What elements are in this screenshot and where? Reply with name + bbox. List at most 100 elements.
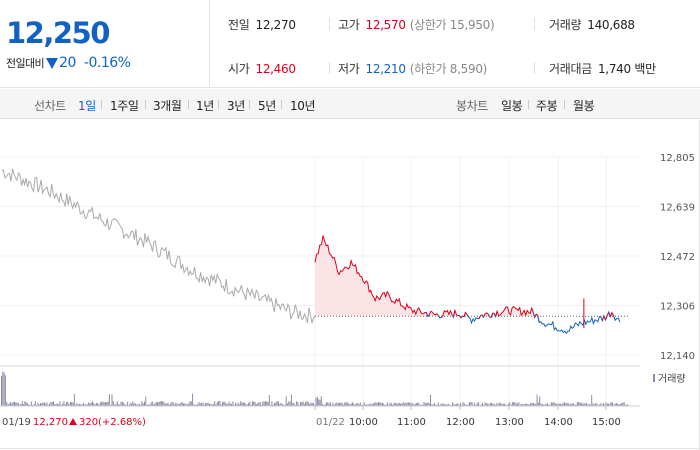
volume-bar [540,403,542,406]
volume-bar [190,401,192,406]
line-chart-label: 선차트 [34,99,66,113]
volume-bar [90,402,92,406]
volume-bar [229,403,231,406]
volume-bar [300,401,301,406]
volume-bar [432,404,434,406]
volume-bar [285,396,287,406]
volume-bar [599,404,600,406]
volume-bar [457,403,459,406]
volume-bar [445,404,447,406]
candle-weekly[interactable]: 주봉 [536,99,558,113]
volume-bar [498,402,500,406]
volume-bar [147,404,149,406]
volume-bar [550,402,552,406]
volume-bar [397,403,399,406]
volume-bar [149,404,151,406]
change-row: 전일대비 20 -0.16% [6,55,131,71]
series-line-down [466,314,481,325]
volume-bar [249,401,251,406]
volume-bar [120,401,122,406]
volume-bar [328,403,330,406]
period-1w[interactable]: 1주일 [110,99,139,113]
volume-bar [212,404,214,406]
volume-bar [571,403,573,406]
volume-bar [133,402,135,406]
volume-bar [121,401,123,406]
volume-bar [1,375,2,406]
volume-bar [108,394,110,406]
volume-bar [193,404,195,406]
volume-bar [335,403,337,406]
volume-bar [36,404,38,406]
volume-bar [251,401,253,406]
series-line-up [427,310,441,319]
volume-bar [263,401,265,406]
volume-bar [423,402,425,406]
change-rate: -0.16% [83,55,131,71]
volume-bar [500,403,502,406]
volume-bar [168,404,170,406]
volume-bar [151,401,153,406]
period-3y[interactable]: 3년 [227,99,245,113]
volume-bar [237,402,239,406]
period-1d[interactable]: 1일 [78,99,96,113]
volume-bar [396,403,398,406]
volume-bar [363,402,365,406]
volume-bar [238,404,240,406]
volume-bar [88,402,90,406]
volume-bar [75,404,77,406]
volume-bar [3,372,5,406]
price-chart[interactable]: 12,805 12,639 12,472 12,306 12,140 01/22 10:0… [0,120,700,450]
volume-bar [578,402,580,406]
candle-daily[interactable]: 일봉 [501,99,523,113]
series-line-prev-day [1,168,316,324]
period-10y[interactable]: 10년 [290,99,316,113]
volume-bar [440,404,442,406]
volume-bar [419,404,421,406]
volume-bar [20,404,22,406]
volume-bar [352,402,353,406]
x-tick-label: 10:00 [349,417,378,428]
volume-bar [492,404,494,406]
volume-bar [42,402,44,406]
volume-bar [431,404,433,406]
amount-value: 1,740 백만 [597,62,656,76]
chart-bottom-border [0,448,700,449]
volume-bar [466,404,468,406]
volume-bar [287,403,288,406]
volume-bar [329,402,331,406]
volume-bar [517,403,519,406]
volume-bar [216,402,218,406]
volume-bar [596,403,598,406]
volume-bar [336,402,338,406]
prev-day-close: 12,270 [33,417,68,428]
volume-bar [186,404,188,406]
volume-bar [305,402,307,406]
x-axis-ticks: 01/22 10:00 11:00 12:00 13:00 14:00 15:00 [314,406,621,428]
volume-bar [274,402,275,406]
volume-bar [531,403,533,406]
volume-bar [372,403,374,406]
volume-bar [210,404,212,406]
period-5y[interactable]: 5년 [258,99,276,113]
prev-day-label: 01/19 12,270 320 (+2.68%) [2,417,146,428]
volume-bar [324,404,326,406]
volume-bar [15,402,17,406]
divider [534,62,535,74]
volume-bar [413,404,415,406]
volume-bar [138,403,140,406]
divider [329,62,330,74]
volume-bar [476,403,478,406]
volume-bar [433,402,435,406]
prev-day-change: 320 [79,417,98,428]
volume-bar [621,403,623,406]
period-1y[interactable]: 1년 [196,99,214,113]
volume-bar [609,403,611,406]
period-3m[interactable]: 3개월 [153,99,182,113]
volume-bar [131,403,132,406]
candle-monthly[interactable]: 월봉 [573,99,595,113]
volume-bar [470,402,472,406]
volume-bar [489,402,491,406]
volume-bar [509,402,511,406]
volume-bar [588,404,590,406]
